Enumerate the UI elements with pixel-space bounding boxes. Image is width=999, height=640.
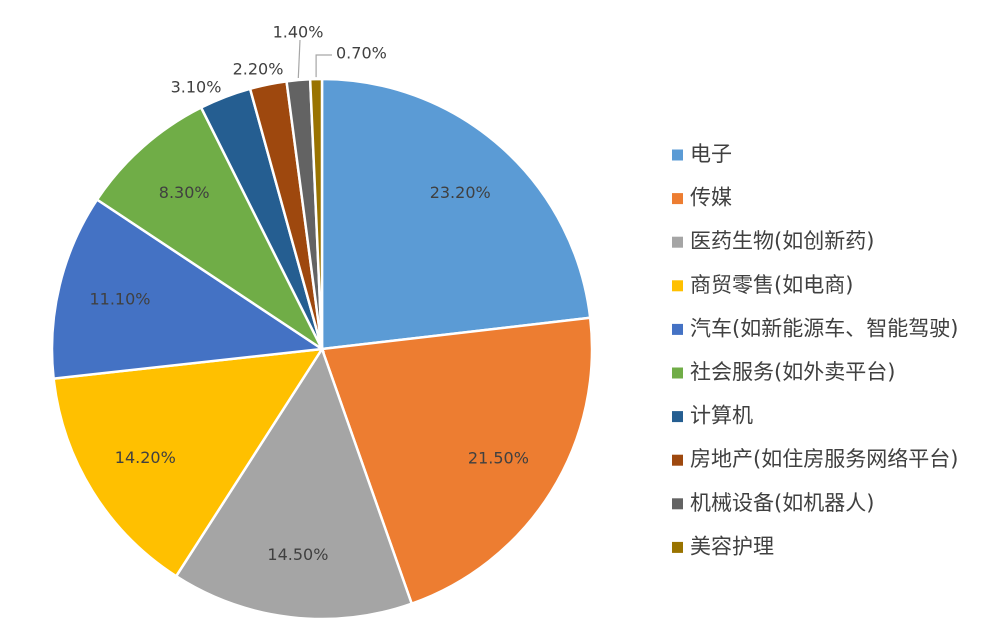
slice-value-label-2: 21.50% — [468, 449, 529, 468]
legend-label-7: 计算机 — [690, 404, 753, 428]
legend-label-1: 电子 — [690, 142, 732, 166]
slice-value-label-3: 14.50% — [267, 545, 328, 564]
slice-value-label-6: 8.30% — [159, 183, 210, 202]
pie-slice-4 — [52, 347, 325, 578]
legend-swatch-3 — [672, 236, 683, 248]
leader-line-9 — [297, 39, 301, 79]
slice-value-label-8: 2.20% — [233, 60, 284, 79]
pie-data-labels: 23.20% 21.50% 14.50% 14.20% 11.10% 8.30% 3.10%… — [89, 23, 528, 565]
slice-value-label-10: 0.70% — [336, 44, 387, 63]
pie-slice-3 — [174, 346, 414, 621]
leader-line-10 — [315, 54, 332, 78]
slice-value-label-5: 11.10% — [89, 289, 150, 308]
pie-slice-5 — [50, 197, 326, 380]
legend-label-5: 汽车(如新能源车、智能驾驶) — [690, 316, 958, 340]
legend-swatch-5 — [672, 323, 683, 335]
legend-swatch-8 — [672, 454, 683, 466]
pie-slice-1 — [320, 77, 592, 351]
legend-swatch-1 — [672, 149, 683, 161]
pie-slice-2 — [320, 316, 594, 606]
legend-label-9: 机械设备(如机器人) — [690, 491, 874, 515]
legend-swatch-9 — [672, 498, 683, 510]
pie-slice-6 — [95, 105, 326, 353]
legend-swatch-2 — [672, 193, 683, 205]
legend-label-2: 传媒 — [690, 186, 732, 210]
slice-value-label-9: 1.40% — [273, 23, 324, 42]
pie-slice-10 — [308, 77, 324, 350]
legend-swatch-10 — [672, 541, 683, 553]
slice-value-label-7: 3.10% — [171, 78, 222, 97]
legend-label-10: 美容护理 — [690, 534, 774, 558]
legend-swatch-7 — [672, 411, 683, 423]
legend-label-4: 商贸零售(如电商) — [690, 273, 853, 297]
slice-value-label-1: 23.20% — [430, 183, 491, 202]
legend-label-3: 医药生物(如创新药) — [690, 229, 874, 253]
slice-value-label-4: 14.20% — [115, 448, 176, 467]
pie-slices — [50, 77, 594, 621]
legend-label-6: 社会服务(如外卖平台) — [690, 360, 895, 384]
legend-label-8: 房地产(如住房服务网络平台) — [690, 447, 958, 471]
legend-swatch-4 — [672, 280, 683, 292]
legend-swatch-6 — [672, 367, 683, 379]
